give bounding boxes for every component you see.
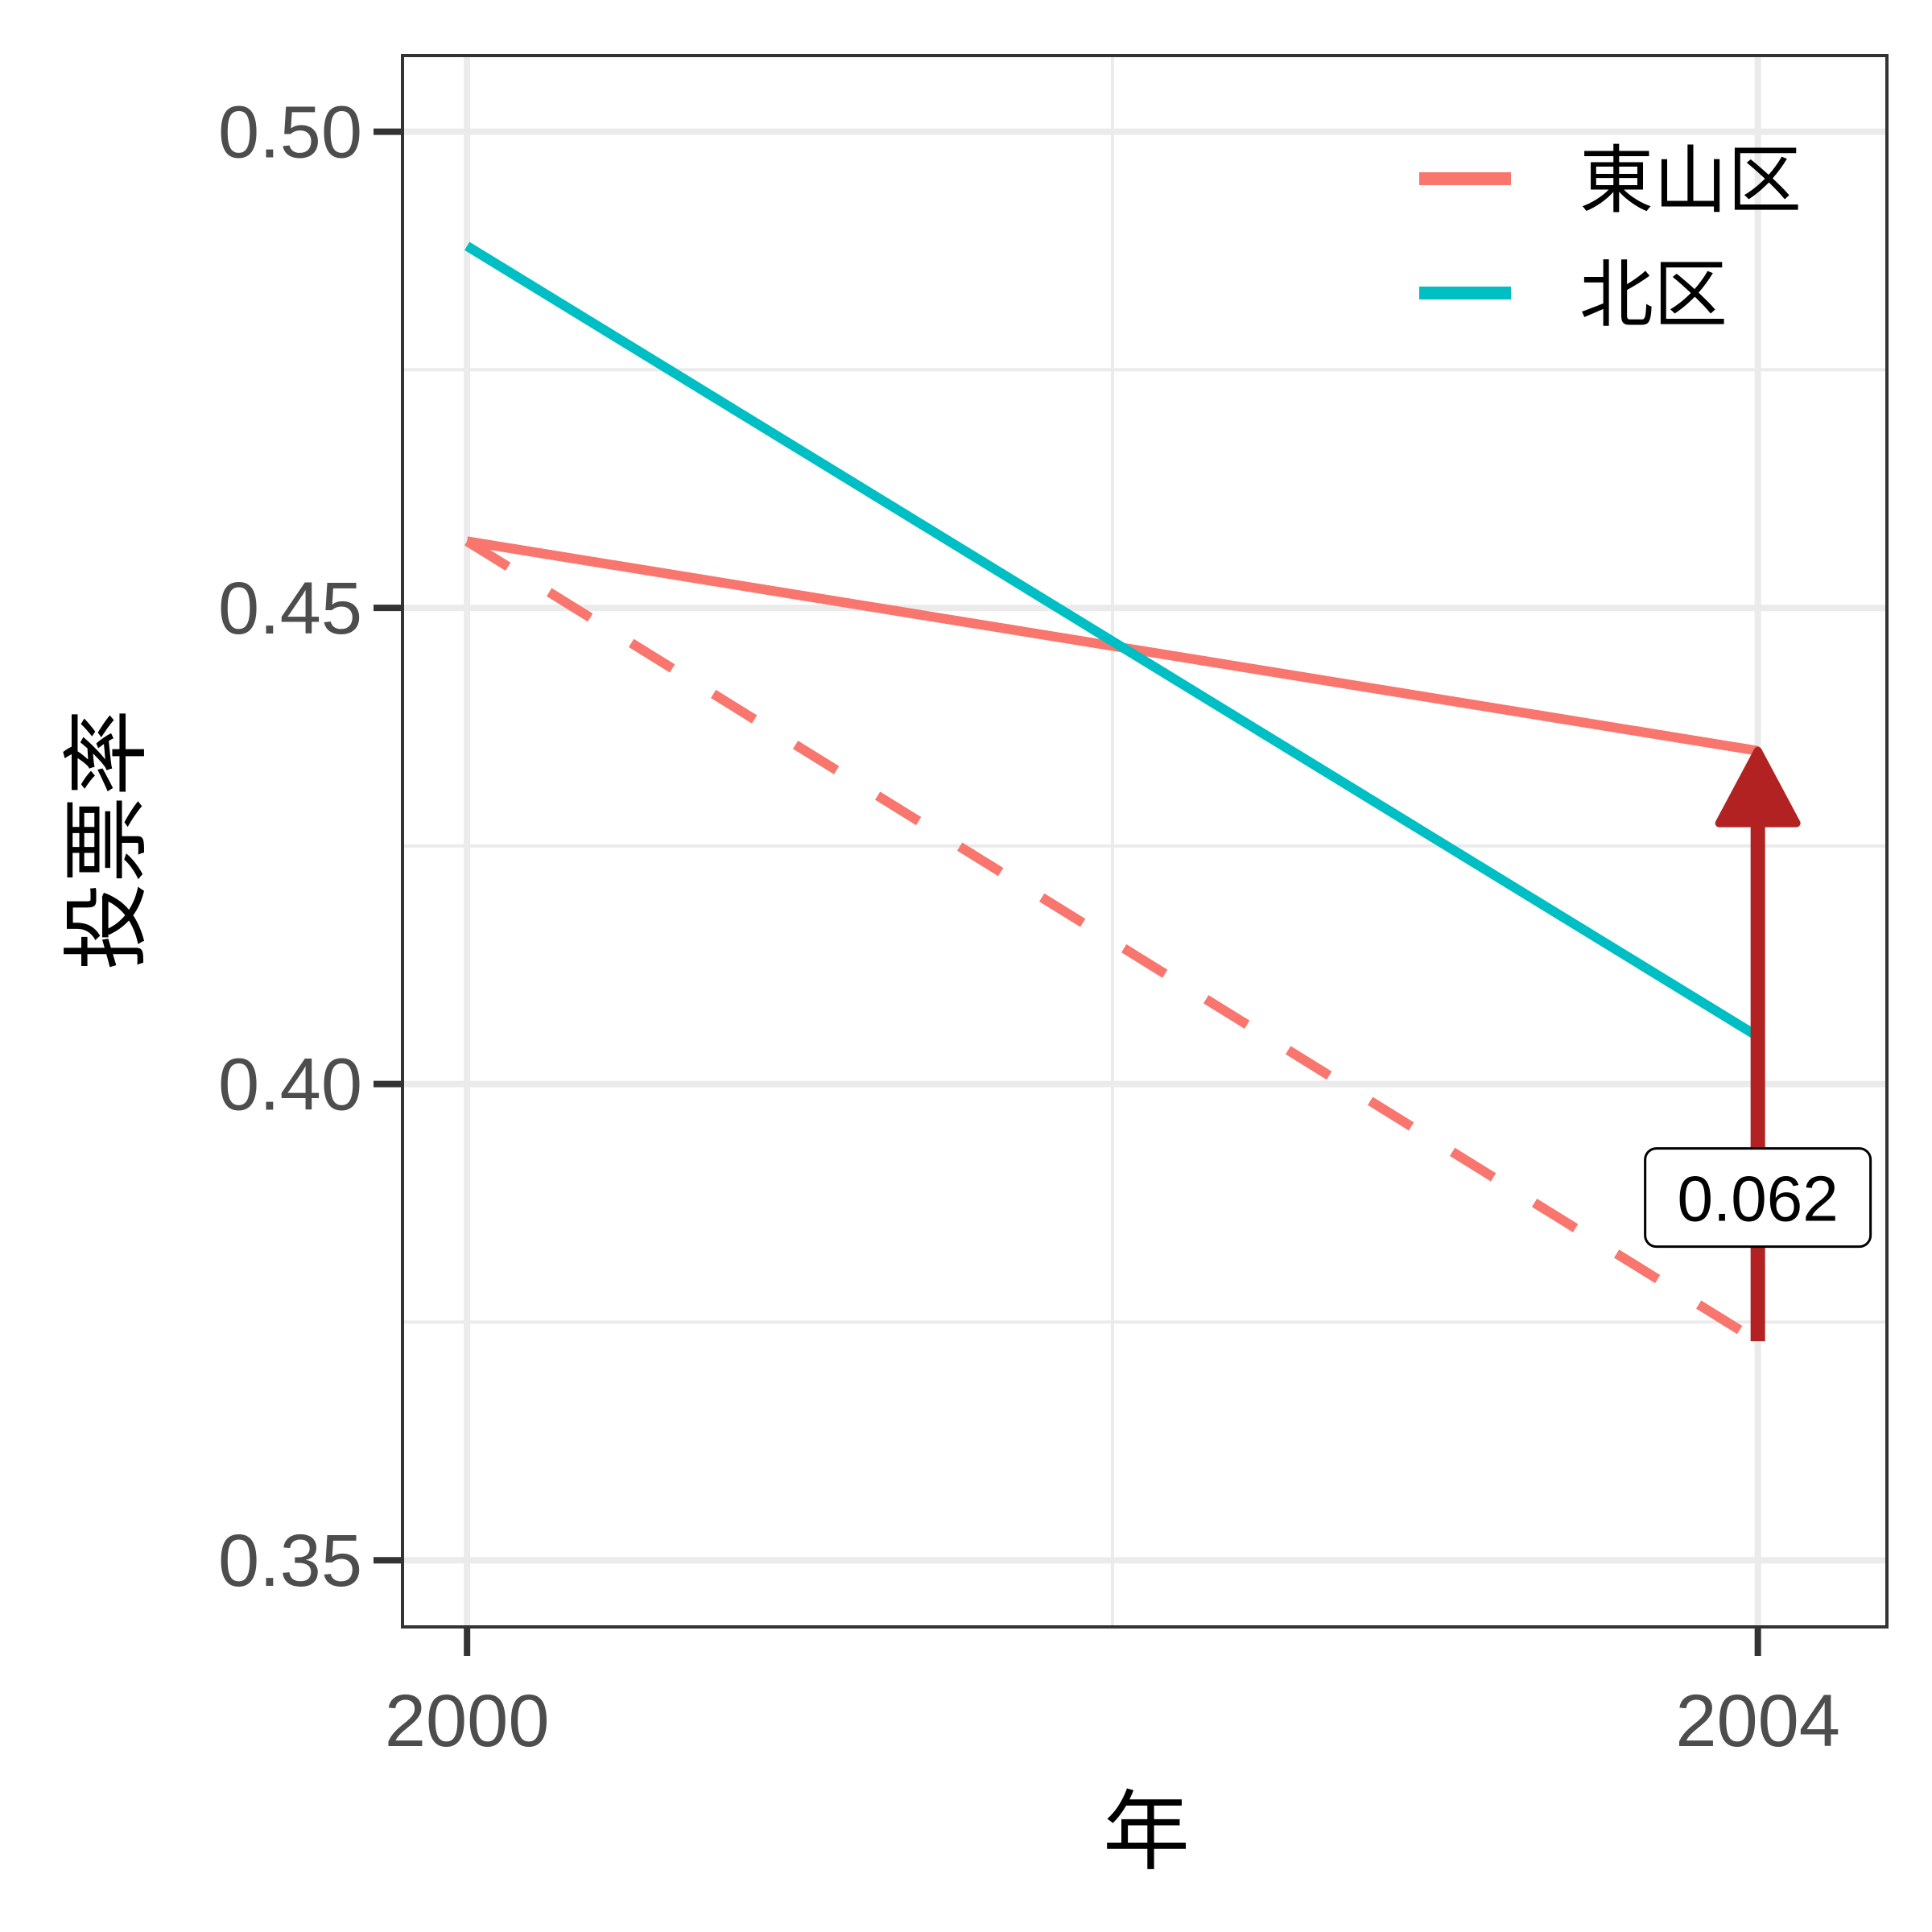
annotation: 0.062: [1644, 746, 1872, 1342]
plot-panel-border: [401, 54, 1889, 1629]
x-tick-label: 2000: [385, 1680, 550, 1762]
series-line-1: [464, 242, 1761, 1041]
y-tick-label: 0.40: [218, 1044, 362, 1126]
legend-label-1: 北区: [1579, 252, 1728, 338]
y-axis-title: 投票率: [57, 709, 158, 970]
x-tick-label: 2004: [1675, 1680, 1840, 1762]
series-lines: [464, 242, 1761, 1346]
legend-label-0: 東山区: [1579, 138, 1802, 224]
arrow-head: [1715, 746, 1801, 828]
annotation-label-box: [1644, 1147, 1872, 1249]
y-tick-label: 0.35: [218, 1520, 362, 1602]
y-tick-label: 0.45: [218, 568, 362, 650]
annotation-label: 0.062: [1678, 1163, 1839, 1235]
grid-lines: [402, 56, 1887, 1627]
y-tick-label: 0.50: [218, 92, 362, 174]
x-axis-title: 年: [1103, 1782, 1190, 1883]
counterfactual-line: [464, 537, 1761, 1346]
axes: 0.35 0.40 0.45 0.50 2000 2004: [218, 92, 1840, 1762]
